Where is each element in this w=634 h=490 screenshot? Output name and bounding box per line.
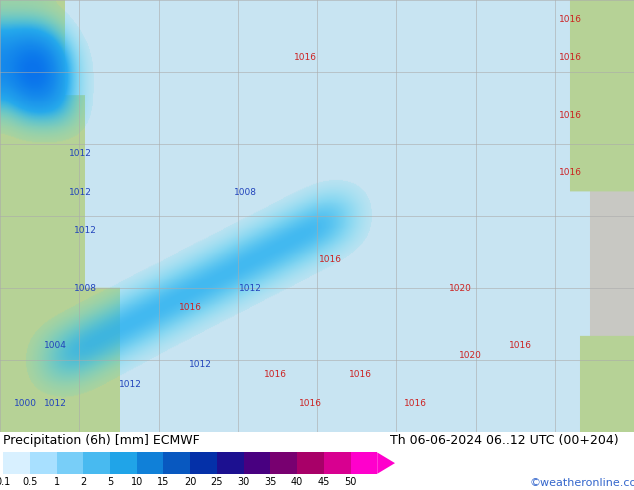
Bar xyxy=(137,452,164,474)
Bar xyxy=(30,452,56,474)
Text: 2: 2 xyxy=(80,477,86,487)
Text: 20: 20 xyxy=(184,477,197,487)
Text: 1004: 1004 xyxy=(44,341,67,350)
Text: 1016: 1016 xyxy=(559,169,581,177)
Text: 1: 1 xyxy=(53,477,60,487)
Text: 1016: 1016 xyxy=(264,370,287,379)
Text: 50: 50 xyxy=(344,477,357,487)
Text: 1012: 1012 xyxy=(119,380,141,389)
Text: 1016: 1016 xyxy=(559,15,581,24)
Text: 10: 10 xyxy=(131,477,143,487)
Text: 0.5: 0.5 xyxy=(22,477,37,487)
Text: 1012: 1012 xyxy=(68,149,91,158)
Text: ©weatheronline.co.uk: ©weatheronline.co.uk xyxy=(529,478,634,489)
Text: 30: 30 xyxy=(238,477,250,487)
Text: 40: 40 xyxy=(291,477,303,487)
Bar xyxy=(164,452,190,474)
Text: 1020: 1020 xyxy=(449,284,472,293)
Bar xyxy=(56,452,83,474)
Text: 1016: 1016 xyxy=(299,399,321,408)
Text: 45: 45 xyxy=(318,477,330,487)
Text: 15: 15 xyxy=(157,477,170,487)
Text: 1012: 1012 xyxy=(68,188,91,196)
Text: 35: 35 xyxy=(264,477,276,487)
Text: 1016: 1016 xyxy=(294,53,316,62)
Bar xyxy=(110,452,137,474)
Bar xyxy=(297,452,324,474)
Text: 1020: 1020 xyxy=(458,351,481,360)
Text: 1016: 1016 xyxy=(559,53,581,62)
Text: 5: 5 xyxy=(107,477,113,487)
Text: 1016: 1016 xyxy=(403,399,427,408)
Bar xyxy=(217,452,243,474)
Text: 1012: 1012 xyxy=(188,361,211,369)
Bar xyxy=(3,452,30,474)
Text: 1016: 1016 xyxy=(179,303,202,312)
Bar xyxy=(243,452,270,474)
Bar xyxy=(190,452,217,474)
Text: 1008: 1008 xyxy=(233,188,257,196)
Bar xyxy=(351,452,377,474)
Text: 1016: 1016 xyxy=(508,341,531,350)
Text: 25: 25 xyxy=(210,477,223,487)
Text: Precipitation (6h) [mm] ECMWF: Precipitation (6h) [mm] ECMWF xyxy=(3,434,200,447)
Text: Th 06-06-2024 06..12 UTC (00+204): Th 06-06-2024 06..12 UTC (00+204) xyxy=(390,434,619,447)
Text: 1016: 1016 xyxy=(318,255,342,264)
Text: 1012: 1012 xyxy=(44,399,67,408)
Text: 1012: 1012 xyxy=(74,226,96,235)
Text: 1016: 1016 xyxy=(559,111,581,120)
Bar xyxy=(83,452,110,474)
Text: 1008: 1008 xyxy=(74,284,96,293)
Text: 0.1: 0.1 xyxy=(0,477,11,487)
Polygon shape xyxy=(377,452,395,474)
Bar xyxy=(324,452,351,474)
Text: 1016: 1016 xyxy=(349,370,372,379)
Text: 1000: 1000 xyxy=(13,399,37,408)
Text: 1012: 1012 xyxy=(238,284,261,293)
Bar xyxy=(270,452,297,474)
